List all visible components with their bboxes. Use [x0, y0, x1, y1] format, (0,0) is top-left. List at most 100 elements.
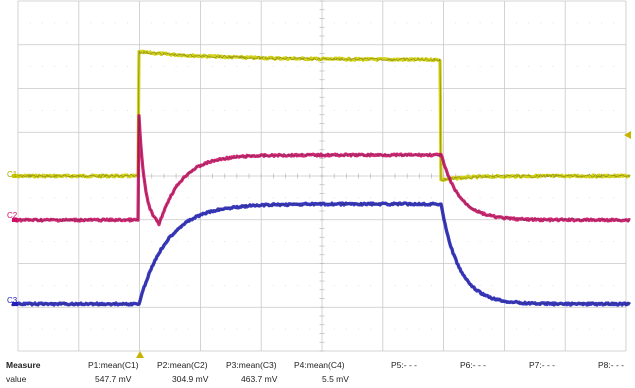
- grid-dot: [552, 109, 554, 111]
- grid-dot: [285, 197, 287, 199]
- grid-dot: [212, 328, 214, 330]
- grid-dot: [394, 22, 396, 24]
- grid-dot: [528, 22, 530, 24]
- grid-dot: [175, 241, 177, 243]
- grid-dot: [576, 284, 578, 286]
- ground-marker-c1[interactable]: [12, 174, 18, 178]
- param-p3-name[interactable]: P3:mean(C3): [226, 360, 277, 370]
- grid-dot: [297, 22, 299, 24]
- grid-dot: [394, 197, 396, 199]
- param-p8-name[interactable]: P8:- - -: [598, 360, 624, 370]
- grid-dot: [163, 284, 165, 286]
- grid-dot: [601, 109, 603, 111]
- trace-c1: [11, 49, 631, 182]
- grid-dot: [467, 241, 469, 243]
- grid-dot: [114, 241, 116, 243]
- grid-dot: [102, 284, 104, 286]
- grid-dot: [418, 328, 420, 330]
- grid-dot: [430, 66, 432, 68]
- grid-dot: [187, 197, 189, 199]
- grid-dot: [528, 66, 530, 68]
- grid-dot: [114, 328, 116, 330]
- param-p5-name[interactable]: P5:- - -: [391, 360, 417, 370]
- grid-dot: [212, 109, 214, 111]
- grid-dot: [540, 66, 542, 68]
- measure-value-row: value 547.7 mV 304.9 mV 463.7 mV 5.5 mV: [0, 374, 635, 386]
- grid-dot: [479, 22, 481, 24]
- grid-dot: [151, 66, 153, 68]
- param-p1-name[interactable]: P1:mean(C1): [88, 360, 139, 370]
- grid-dot: [552, 284, 554, 286]
- grid-dot: [236, 284, 238, 286]
- grid-dot: [491, 197, 493, 199]
- grid-dot: [455, 284, 457, 286]
- grid-dot: [175, 328, 177, 330]
- grid-dot: [613, 284, 615, 286]
- grid-dot: [66, 109, 68, 111]
- grid-dot: [528, 197, 530, 199]
- grid-dot: [102, 328, 104, 330]
- grid-dot: [370, 22, 372, 24]
- grid-dot: [126, 22, 128, 24]
- param-p4-name[interactable]: P4:mean(C4): [294, 360, 345, 370]
- grid-dot: [236, 109, 238, 111]
- grid-dot: [224, 241, 226, 243]
- ground-marker-c3[interactable]: [12, 302, 18, 306]
- grid-dot: [53, 328, 55, 330]
- grid-dot: [576, 109, 578, 111]
- grid-dot: [90, 66, 92, 68]
- trigger-position-marker[interactable]: [136, 351, 144, 358]
- grid-dot: [491, 241, 493, 243]
- grid-dot: [479, 241, 481, 243]
- grid-dot: [613, 109, 615, 111]
- param-p2-name[interactable]: P2:mean(C2): [157, 360, 208, 370]
- grid-dot: [212, 66, 214, 68]
- ground-marker-c2[interactable]: [12, 218, 18, 222]
- grid-dot: [151, 22, 153, 24]
- channel-label-c2: C2: [7, 211, 18, 220]
- grid-dot: [163, 66, 165, 68]
- trigger-level-marker[interactable]: [624, 131, 631, 139]
- grid-dot: [163, 109, 165, 111]
- grid-dot: [406, 22, 408, 24]
- grid-dot: [589, 284, 591, 286]
- grid-dot: [333, 22, 335, 24]
- grid-dot: [418, 109, 420, 111]
- grid-dot: [333, 328, 335, 330]
- grid-dot: [479, 284, 481, 286]
- grid-dot: [345, 66, 347, 68]
- grid-dot: [90, 197, 92, 199]
- grid-dot: [41, 328, 43, 330]
- grid-dot: [370, 328, 372, 330]
- grid-dot: [491, 284, 493, 286]
- param-p7-name[interactable]: P7:- - -: [529, 360, 555, 370]
- grid-dot: [41, 109, 43, 111]
- grid-dot: [224, 284, 226, 286]
- grid-dot: [236, 66, 238, 68]
- grid-dot: [479, 66, 481, 68]
- grid-dot: [455, 241, 457, 243]
- grid-dot: [212, 197, 214, 199]
- param-p6-name[interactable]: P6:- - -: [460, 360, 486, 370]
- oscilloscope-display: [10, 0, 631, 352]
- grid-dot: [333, 241, 335, 243]
- grid-dot: [29, 109, 31, 111]
- grid-dot: [102, 241, 104, 243]
- grid-dot: [102, 197, 104, 199]
- grid-dot: [90, 22, 92, 24]
- grid-dot: [406, 109, 408, 111]
- grid-dot: [333, 284, 335, 286]
- measure-title[interactable]: Measure: [6, 360, 41, 370]
- grid-dot: [491, 66, 493, 68]
- grid-dot: [66, 241, 68, 243]
- grid-dot: [41, 66, 43, 68]
- grid-dot: [370, 241, 372, 243]
- grid-dot: [187, 241, 189, 243]
- grid-dot: [576, 241, 578, 243]
- grid-dot: [297, 241, 299, 243]
- grid-dot: [406, 284, 408, 286]
- grid-dot: [248, 197, 250, 199]
- grid-dot: [406, 197, 408, 199]
- grid-dot: [552, 22, 554, 24]
- grid-dot: [455, 22, 457, 24]
